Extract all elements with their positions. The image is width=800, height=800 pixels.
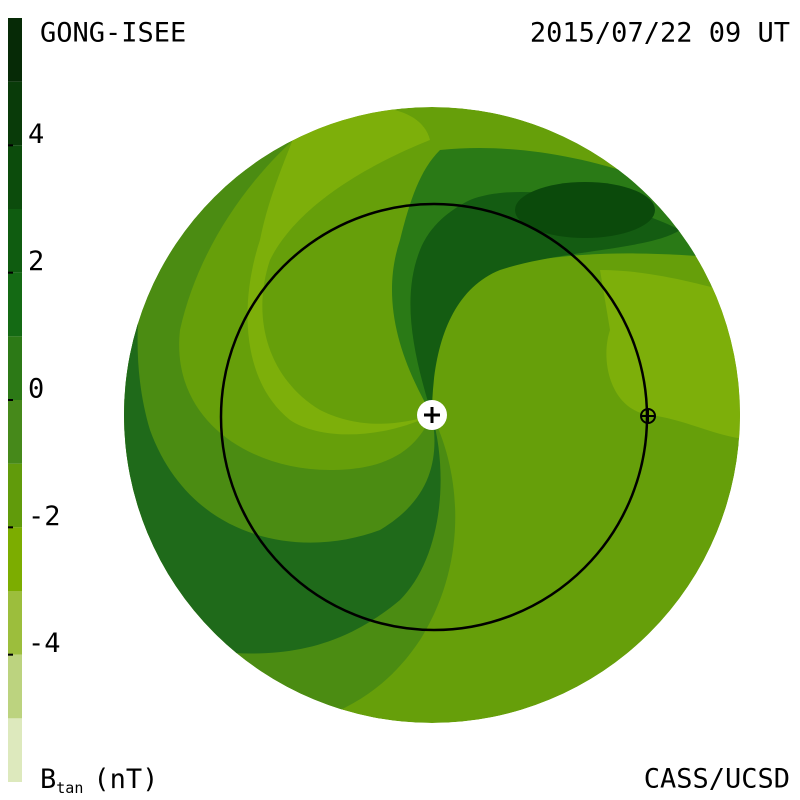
colorbar-band xyxy=(8,209,22,273)
colorbar-band xyxy=(8,591,22,655)
colorbar-band xyxy=(8,718,22,782)
colorbar-band xyxy=(8,336,22,400)
earth-symbol xyxy=(641,409,655,423)
colorbar-label: Btan (nT) xyxy=(40,764,158,797)
band xyxy=(600,270,740,440)
symbol: B xyxy=(40,764,56,795)
colorbar-band xyxy=(8,527,22,591)
colorbar-band xyxy=(8,463,22,528)
band xyxy=(410,191,680,415)
credit: CASS/UCSD xyxy=(644,764,790,795)
colorbar-band xyxy=(8,272,22,337)
title-right: 2015/07/22 09 UT xyxy=(530,18,790,49)
colorbar-band xyxy=(8,81,22,146)
colorbar-band xyxy=(8,654,22,719)
colorbar-band xyxy=(8,145,22,209)
band xyxy=(124,140,441,654)
sun-symbol xyxy=(424,407,440,423)
tick-label: 2 xyxy=(28,246,44,277)
blob xyxy=(515,182,655,238)
tick-label: -2 xyxy=(28,501,61,532)
tick-label: -4 xyxy=(28,628,61,659)
subscript: tan xyxy=(56,779,83,797)
band xyxy=(247,107,432,435)
tick-label: 0 xyxy=(28,374,44,405)
unit: (nT) xyxy=(93,764,158,795)
colorbar-band xyxy=(8,400,22,464)
colorbar: 4 2 0 -2 -4 xyxy=(8,18,61,782)
title-left: GONG-ISEE xyxy=(40,18,186,49)
tick-label: 4 xyxy=(28,119,44,150)
colorbar-band xyxy=(8,18,22,82)
